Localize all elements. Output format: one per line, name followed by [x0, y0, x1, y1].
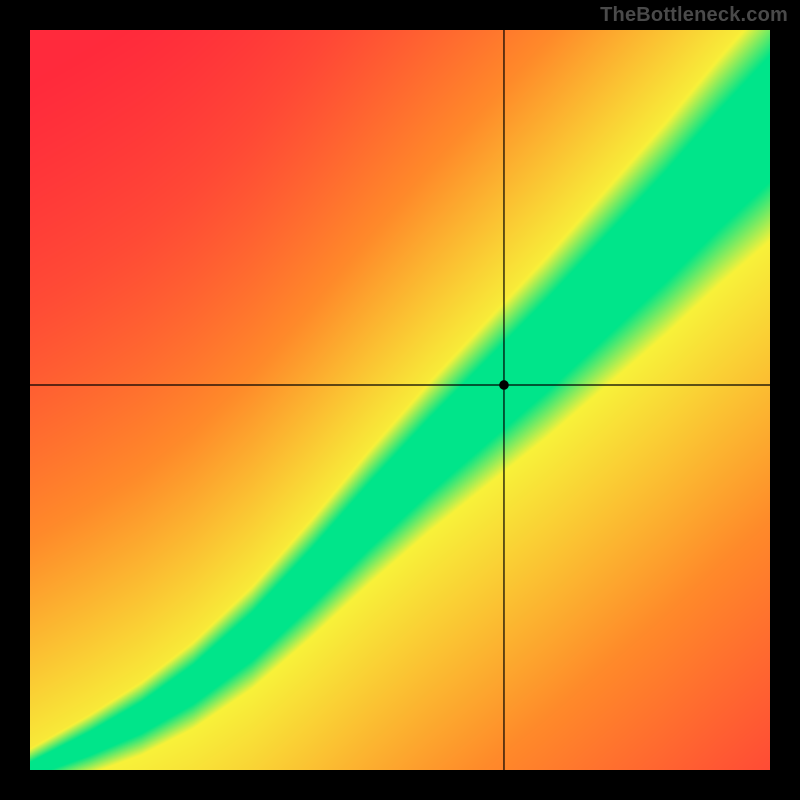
watermark-text: TheBottleneck.com — [600, 4, 788, 27]
bottleneck-heatmap — [30, 30, 770, 770]
chart-container: { "watermark": { "text": "TheBottleneck.… — [0, 0, 800, 800]
